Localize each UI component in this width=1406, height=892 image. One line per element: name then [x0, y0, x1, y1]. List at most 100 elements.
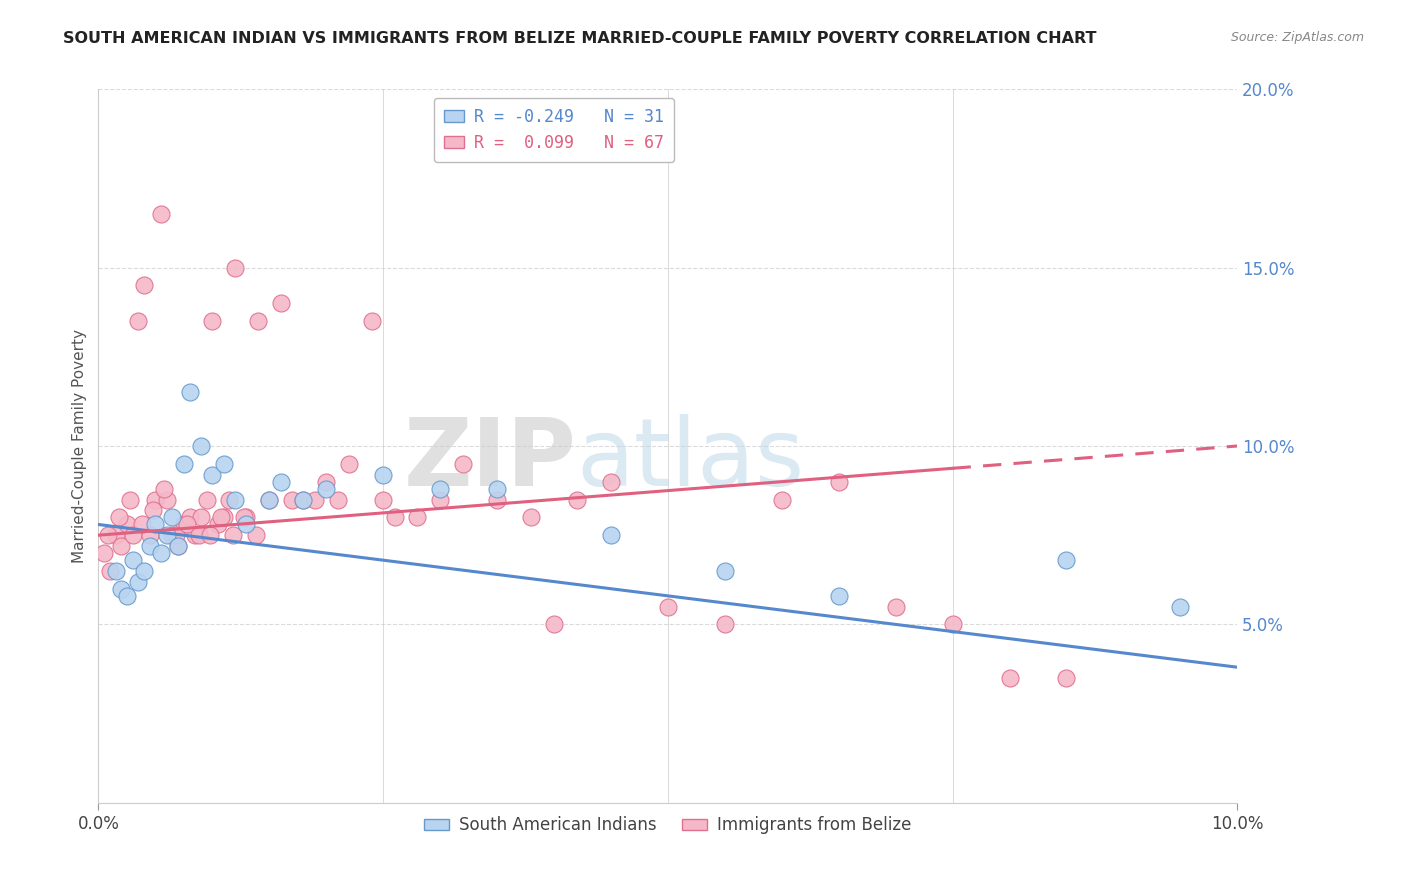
- Point: [224, 492, 246, 507]
- Legend: South American Indians, Immigrants from Belize: South American Indians, Immigrants from …: [418, 810, 918, 841]
- Point: [233, 510, 256, 524]
- Point: [98, 564, 121, 578]
- Point: [1170, 599, 1192, 614]
- Point: [543, 617, 565, 632]
- Point: [212, 510, 235, 524]
- Point: [371, 467, 394, 482]
- Point: [110, 539, 132, 553]
- Point: [173, 457, 195, 471]
- Point: [828, 589, 851, 603]
- Point: [93, 546, 115, 560]
- Point: [115, 589, 138, 603]
- Point: [207, 517, 229, 532]
- Point: [714, 564, 737, 578]
- Point: [190, 510, 212, 524]
- Point: [173, 517, 195, 532]
- Point: [162, 528, 184, 542]
- Point: [942, 617, 965, 632]
- Point: [167, 539, 190, 553]
- Point: [315, 482, 337, 496]
- Text: SOUTH AMERICAN INDIAN VS IMMIGRANTS FROM BELIZE MARRIED-COUPLE FAMILY POVERTY CO: SOUTH AMERICAN INDIAN VS IMMIGRANTS FROM…: [63, 31, 1097, 46]
- Point: [132, 278, 155, 293]
- Point: [292, 492, 315, 507]
- Point: [209, 510, 232, 524]
- Point: [104, 528, 127, 542]
- Point: [165, 528, 187, 542]
- Text: Source: ZipAtlas.com: Source: ZipAtlas.com: [1230, 31, 1364, 45]
- Point: [201, 314, 224, 328]
- Point: [201, 467, 224, 482]
- Point: [127, 574, 149, 589]
- Y-axis label: Married-Couple Family Poverty: Married-Couple Family Poverty: [72, 329, 87, 563]
- Point: [326, 492, 349, 507]
- Point: [245, 528, 267, 542]
- Point: [315, 475, 337, 489]
- Point: [142, 503, 165, 517]
- Point: [96, 528, 118, 542]
- Point: [270, 475, 292, 489]
- Point: [770, 492, 793, 507]
- Point: [384, 510, 406, 524]
- Point: [600, 528, 623, 542]
- Point: [110, 582, 132, 596]
- Point: [156, 492, 179, 507]
- Point: [179, 510, 201, 524]
- Point: [360, 314, 382, 328]
- Point: [127, 314, 149, 328]
- Point: [828, 475, 851, 489]
- Point: [132, 564, 155, 578]
- Point: [259, 492, 281, 507]
- Point: [138, 528, 160, 542]
- Point: [131, 517, 153, 532]
- Point: [121, 528, 143, 542]
- Point: [281, 492, 304, 507]
- Point: [337, 457, 360, 471]
- Point: [212, 457, 235, 471]
- Point: [292, 492, 315, 507]
- Point: [167, 539, 190, 553]
- Point: [520, 510, 543, 524]
- Point: [304, 492, 326, 507]
- Point: [162, 510, 184, 524]
- Point: [270, 296, 292, 310]
- Point: [406, 510, 429, 524]
- Point: [145, 492, 167, 507]
- Point: [429, 482, 451, 496]
- Point: [246, 314, 269, 328]
- Point: [259, 492, 281, 507]
- Point: [108, 510, 131, 524]
- Point: [486, 482, 509, 496]
- Point: [224, 260, 246, 275]
- Point: [565, 492, 588, 507]
- Point: [190, 439, 212, 453]
- Point: [486, 492, 509, 507]
- Point: [179, 385, 201, 400]
- Point: [998, 671, 1021, 685]
- Point: [235, 510, 257, 524]
- Point: [121, 553, 143, 567]
- Point: [145, 517, 167, 532]
- Point: [150, 207, 173, 221]
- Point: [235, 517, 257, 532]
- Point: [714, 617, 737, 632]
- Text: atlas: atlas: [576, 414, 806, 507]
- Point: [115, 517, 138, 532]
- Point: [451, 457, 474, 471]
- Point: [1056, 671, 1078, 685]
- Point: [104, 564, 127, 578]
- Point: [195, 492, 218, 507]
- Point: [198, 528, 221, 542]
- Point: [184, 528, 207, 542]
- Point: [600, 475, 623, 489]
- Point: [153, 482, 176, 496]
- Point: [187, 528, 209, 542]
- Point: [138, 539, 160, 553]
- Point: [222, 528, 245, 542]
- Point: [1056, 553, 1078, 567]
- Point: [120, 492, 142, 507]
- Point: [176, 517, 198, 532]
- Point: [156, 528, 179, 542]
- Point: [657, 599, 679, 614]
- Point: [429, 492, 451, 507]
- Text: ZIP: ZIP: [404, 414, 576, 507]
